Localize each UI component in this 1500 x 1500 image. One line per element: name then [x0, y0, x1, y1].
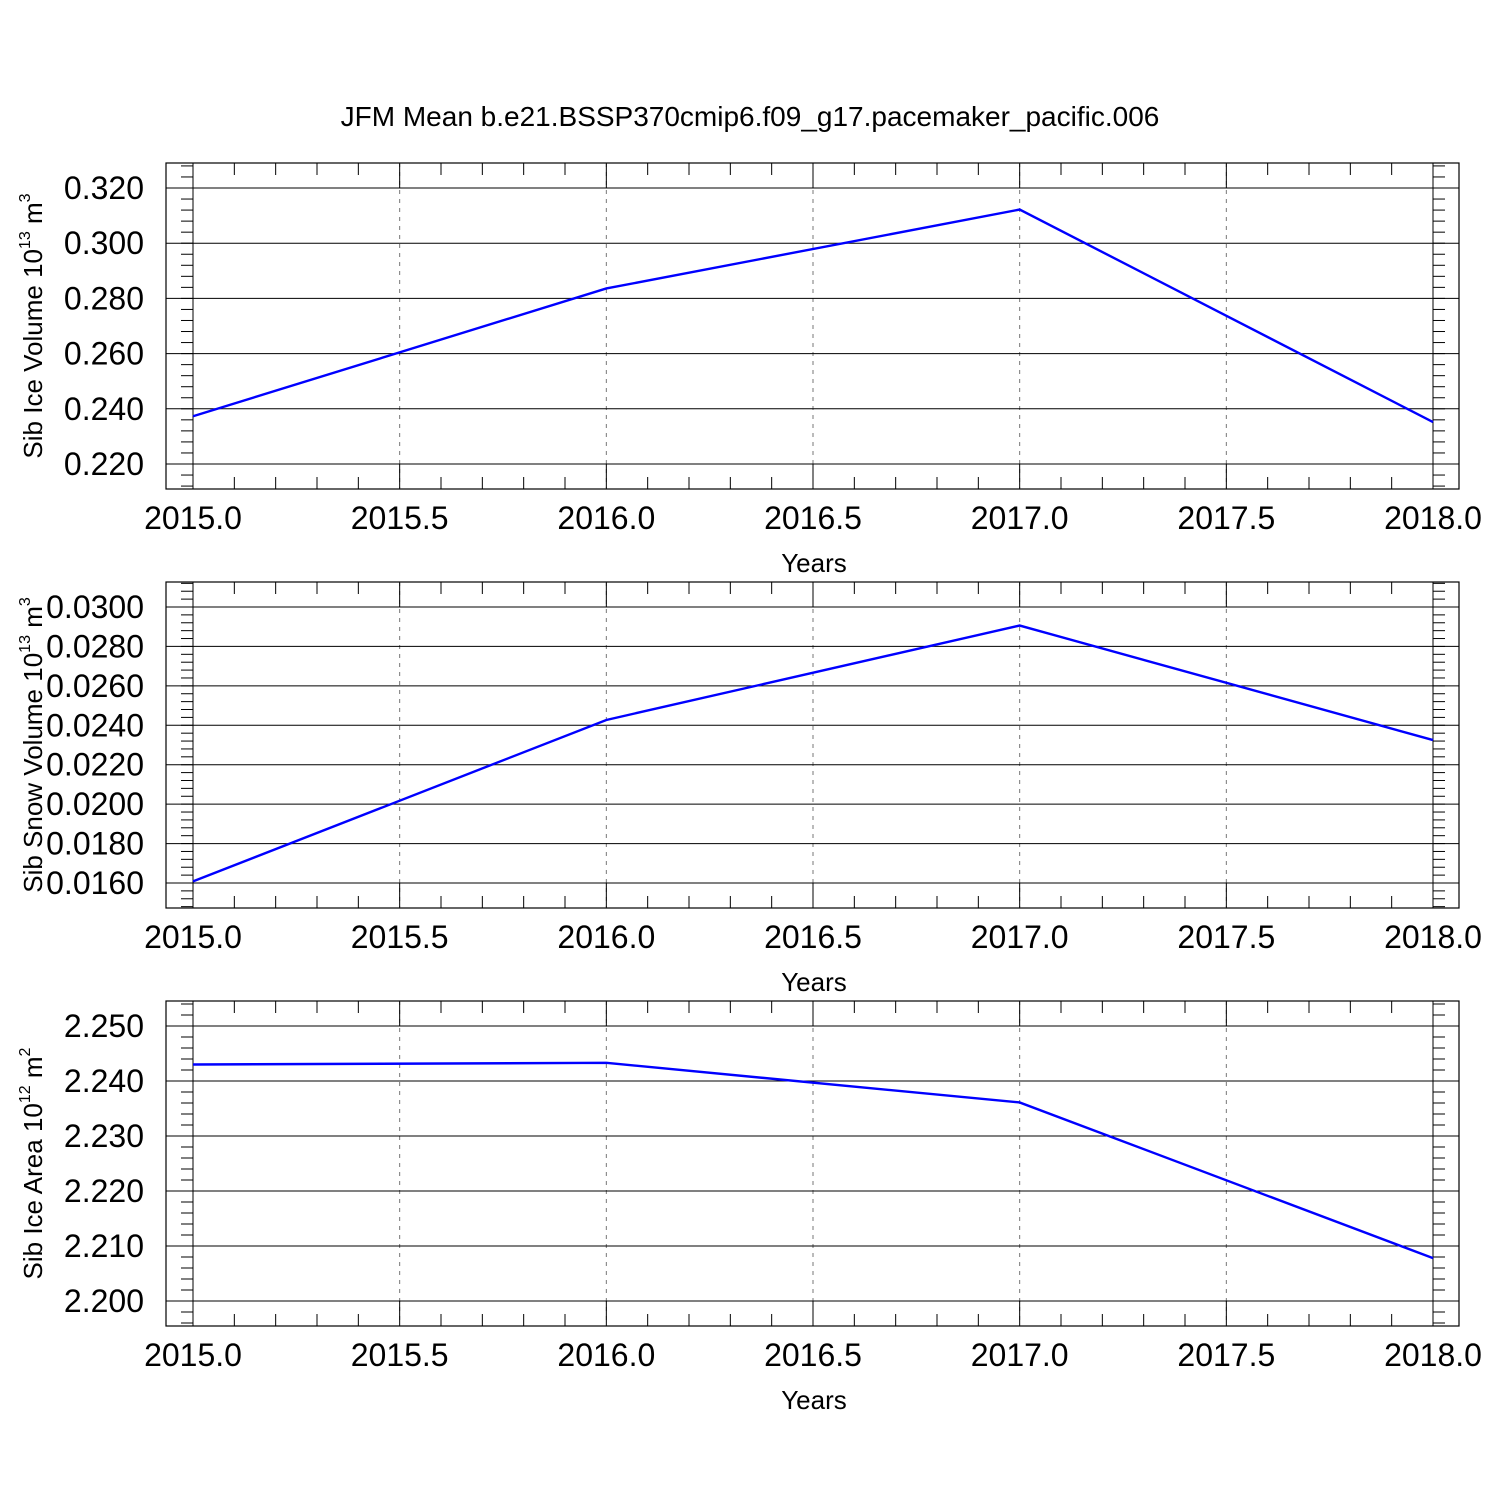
y-tick-label: 0.0260	[46, 668, 144, 704]
x-tick-label: 2016.0	[557, 500, 655, 536]
x-axis-title: Years	[781, 1385, 847, 1415]
x-tick-label: 2015.0	[144, 500, 242, 536]
y-tick-label: 2.210	[64, 1228, 144, 1264]
x-tick-label: 2017.5	[1177, 919, 1275, 955]
x-tick-label: 2017.0	[971, 1337, 1069, 1373]
series-line	[192, 624, 1434, 883]
y-tick-label: 0.0280	[46, 628, 144, 664]
y-tick-label: 0.0200	[46, 786, 144, 822]
panel-ice-area: 2015.0 2015.5 2016.0 2016.5 2017.0 2017.5 2018…	[17, 1000, 1482, 1415]
x-tick-label: 2017.0	[971, 500, 1069, 536]
x-tick-label: 2017.0	[971, 919, 1069, 955]
series-line	[192, 1061, 1434, 1260]
x-tick-label: 2015.5	[351, 1337, 449, 1373]
y-axis-title: Sib Ice Area 1012 m2	[17, 1047, 48, 1279]
x-tick-label: 2018.0	[1384, 919, 1482, 955]
panel-ice-volume: 2015.0 2015.5 2016.0 2016.5 2017.0 2017.5 2018…	[17, 162, 1482, 578]
x-tick-label: 2016.0	[557, 919, 655, 955]
x-tick-label: 2015.5	[351, 500, 449, 536]
y-tick-label: 2.200	[64, 1283, 144, 1319]
y-tick-label: 2.250	[64, 1008, 144, 1044]
y-tick-label: 0.0220	[46, 747, 144, 783]
y-tick-label: 0.220	[64, 446, 144, 482]
y-tick-label: 0.0300	[46, 589, 144, 625]
x-tick-label: 2015.0	[144, 1337, 242, 1373]
y-tick-label: 0.280	[64, 280, 144, 316]
y-axis-title: Sib Ice Volume 1013 m3	[17, 193, 48, 458]
y-tick-label: 2.230	[64, 1118, 144, 1154]
y-tick-label: 0.260	[64, 336, 144, 372]
x-tick-label: 2015.5	[351, 919, 449, 955]
x-tick-label: 2017.5	[1177, 500, 1275, 536]
panel-snow-volume: 2015.0 2015.5 2016.0 2016.5 2017.0 2017.5 2018…	[17, 581, 1482, 997]
y-tick-label: 0.320	[64, 170, 144, 206]
x-tick-label: 2016.5	[764, 1337, 862, 1373]
y-tick-label: 0.0240	[46, 707, 144, 743]
y-tick-label: 0.0160	[46, 865, 144, 901]
y-tick-label: 2.240	[64, 1063, 144, 1099]
y-tick-label: 0.240	[64, 391, 144, 427]
y-tick-label: 2.220	[64, 1173, 144, 1209]
y-axis-title: Sib Snow Volume 1013 m3	[17, 597, 48, 893]
x-tick-label: 2015.0	[144, 919, 242, 955]
x-tick-label: 2016.0	[557, 1337, 655, 1373]
x-axis-title: Years	[781, 967, 847, 997]
x-tick-label: 2017.5	[1177, 1337, 1275, 1373]
x-tick-label: 2018.0	[1384, 500, 1482, 536]
x-tick-label: 2018.0	[1384, 1337, 1482, 1373]
x-axis-title: Years	[781, 548, 847, 578]
y-tick-label: 0.300	[64, 225, 144, 261]
x-tick-label: 2016.5	[764, 500, 862, 536]
figure-title: JFM Mean b.e21.BSSP370cmip6.f09_g17.pace…	[341, 101, 1160, 132]
y-tick-label: 0.0180	[46, 826, 144, 862]
series-line	[192, 208, 1434, 424]
x-tick-label: 2016.5	[764, 919, 862, 955]
